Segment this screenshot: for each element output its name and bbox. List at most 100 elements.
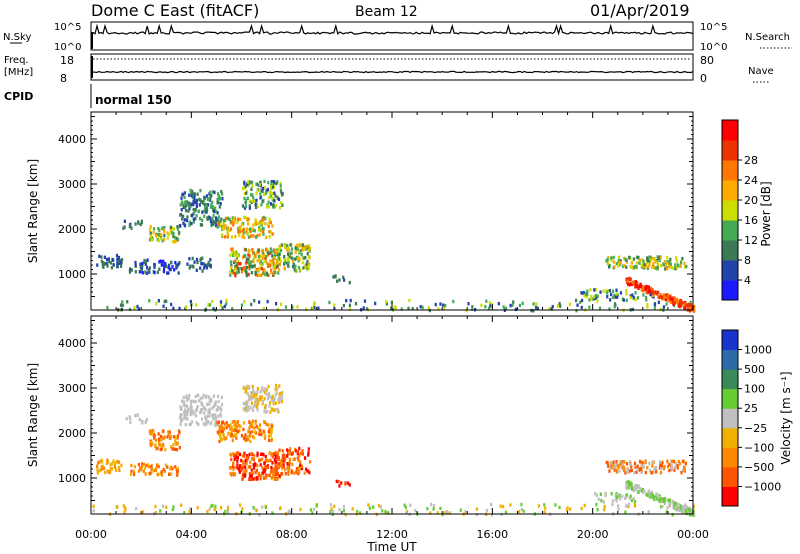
echo-cell [158,438,161,442]
echo-cell [593,288,596,292]
echo-cell [278,392,281,397]
echo-cell [148,228,152,232]
colorbar-swatch [722,260,738,281]
echo-cell [263,397,266,401]
echo-cell [235,465,238,470]
echo-cell [162,304,165,308]
echo-cell [175,435,178,440]
echo-cell [252,223,255,227]
echo-cell [203,214,206,218]
echo-cell [140,462,144,466]
echo-cell [465,308,468,313]
echo-cell [246,232,249,236]
echo-cell [663,464,666,469]
echo-cell [148,464,151,469]
echo-cell [276,407,279,412]
echo-cell [414,508,417,513]
echo-cell [187,209,190,213]
echo-cell [634,297,637,302]
echo-cell [279,398,282,402]
echo-cell [217,414,220,418]
echo-cell [180,208,183,212]
echo-cell [259,390,262,394]
echo-cell [206,421,209,425]
echo-cell [629,494,632,498]
echo-cell [248,433,252,438]
echo-cell [278,256,282,261]
echo-cell [162,269,166,274]
echo-cell [630,261,633,265]
echo-cell [243,300,246,304]
echo-cell [288,457,291,462]
echo-cell [677,302,680,306]
echo-cell [603,504,606,509]
echo-cell [452,299,455,304]
echo-cell [604,491,607,496]
echo-cell [459,508,462,512]
nave-label: Nave [748,66,774,77]
echo-cell [381,509,384,513]
echo-cell [664,267,667,271]
echo-cell [105,261,108,266]
echo-cell [684,506,687,511]
echo-cell [671,499,674,504]
echo-cell [628,282,631,287]
echo-cell [681,506,685,511]
echo-cell [248,206,252,210]
echo-cell [240,269,244,274]
echo-cell [288,255,291,259]
echo-cell [223,304,226,309]
echo-cell [649,286,653,291]
echo-cell [209,205,213,209]
echo-cell [443,306,446,310]
echo-cell [129,222,132,227]
echo-cell [184,422,187,427]
echo-cell [223,422,226,426]
echo-cell [254,254,257,258]
echo-cell [535,302,538,306]
freq-panel [90,53,694,81]
echo-cell [256,188,259,192]
echo-cell [606,257,609,262]
echo-cell [210,222,213,226]
colorbar-swatch [722,408,738,429]
echo-cell [612,260,616,264]
echo-cell [471,307,474,311]
echo-cell [150,470,153,474]
echo-cell [247,397,250,402]
echo-cell [239,262,242,266]
echo-cell [255,235,258,239]
echo-cell [279,259,282,264]
echo-cell [301,246,304,250]
echo-cell [137,307,140,311]
echo-cell [172,447,176,451]
echo-cell [276,451,279,455]
echo-cell [683,466,686,470]
echo-cell [219,303,223,308]
echo-cell [302,256,305,260]
echo-cell [123,510,126,514]
echo-cell [653,302,657,307]
echo-cell [279,302,283,306]
echo-cell [252,458,255,462]
echo-cell [613,302,617,306]
echo-cell [188,257,191,261]
echo-cell [271,455,274,459]
echo-cell [307,453,310,457]
echo-cell [232,471,235,476]
echo-cell [274,387,277,392]
echo-cell [265,271,268,276]
echo-cell [135,506,138,511]
echo-cell [109,463,112,467]
echo-cell [222,432,225,436]
echo-cell [405,511,408,515]
echo-cell [556,304,559,308]
echo-cell [651,293,655,297]
echo-cell [281,466,284,470]
echo-cell [179,203,182,207]
echo-cell [650,490,654,495]
echo-cell [270,183,273,187]
echo-cell [245,230,248,235]
echo-cell [244,406,247,411]
echo-cell [658,466,662,470]
